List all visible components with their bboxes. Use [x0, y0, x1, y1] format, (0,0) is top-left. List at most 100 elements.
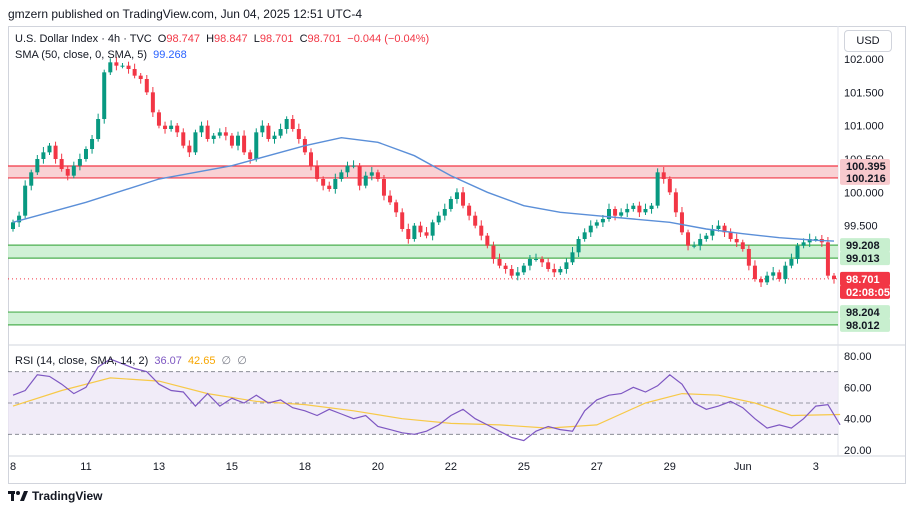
candle-body: [205, 125, 210, 139]
candle-body: [497, 259, 502, 266]
candle-body: [771, 272, 776, 276]
price-badge-bg: [840, 317, 890, 332]
candle-body: [242, 135, 247, 153]
candle-body: [649, 205, 654, 209]
candle-body: [223, 132, 228, 136]
candle-body: [412, 225, 417, 239]
candle-body: [229, 135, 234, 146]
candle-body: [461, 192, 466, 206]
candle-body: [509, 269, 514, 276]
candle-body: [53, 145, 58, 159]
candle-body: [704, 235, 709, 239]
candle-body: [83, 149, 88, 159]
candle-body: [315, 165, 320, 179]
candle-body: [236, 135, 241, 146]
price-badge-green: 99.013: [846, 253, 880, 265]
candle-body: [47, 145, 52, 153]
candle-body: [71, 165, 76, 176]
candle-body: [90, 139, 95, 149]
rsi-extra-1: ∅: [221, 355, 232, 367]
candle-body: [406, 229, 411, 239]
candle-body: [114, 62, 119, 66]
rsi-tick-label: 20.00: [844, 445, 872, 457]
candle-body: [692, 245, 697, 247]
candle-body: [625, 209, 630, 213]
low-label: L: [253, 33, 260, 45]
candle-body: [266, 125, 271, 139]
time-tick-label: 15: [226, 461, 238, 473]
candle-body: [534, 259, 539, 260]
candle-body: [381, 179, 386, 196]
candle-body: [17, 215, 22, 223]
candle-body: [479, 225, 484, 236]
time-tick-label: Jun: [734, 461, 752, 473]
candle-body: [448, 199, 453, 209]
candle-body: [576, 239, 581, 253]
candle-body: [23, 185, 28, 216]
candle-body: [211, 135, 216, 139]
candle-body: [400, 212, 405, 229]
candle-body: [278, 129, 283, 136]
candle-body: [491, 245, 496, 259]
candle-body: [825, 242, 830, 276]
candle-body: [102, 72, 107, 119]
candle-body: [375, 172, 380, 179]
candle-body: [716, 225, 721, 229]
change-value: −0.044 (−0.04%): [347, 33, 430, 45]
candle-body: [807, 239, 812, 243]
candle-body: [759, 279, 764, 283]
candle-body: [418, 225, 423, 233]
candle-body: [832, 275, 836, 279]
low-value: 98.701: [259, 33, 294, 45]
candle-body: [327, 185, 332, 189]
candle-body: [637, 205, 642, 213]
symbol-name: U.S. Dollar Index · 4h · TVC: [15, 33, 152, 45]
candle-body: [552, 269, 557, 273]
price-badge-bg: [840, 271, 890, 286]
candle-body: [138, 75, 143, 79]
candle-body: [41, 152, 46, 159]
candle-body: [77, 159, 82, 166]
candle-body: [521, 265, 526, 273]
candle-body: [120, 65, 125, 67]
candle-body: [394, 202, 399, 213]
candle-body: [254, 132, 259, 159]
price-tick-label: 101.500: [844, 87, 884, 99]
candle-body: [144, 79, 149, 93]
tradingview-logo-icon: [8, 491, 28, 501]
price-badge-green: 98.012: [846, 320, 880, 332]
price-badge-bg: [840, 251, 890, 266]
footer-brand: TradingView: [8, 487, 102, 505]
open-value: 98.747: [166, 33, 201, 45]
time-tick-label: 18: [299, 461, 311, 473]
published-caption: gmzern published on TradingView.com, Jun…: [8, 7, 362, 21]
candle-body: [765, 275, 770, 283]
candle-body: [752, 265, 757, 279]
candle-body: [527, 259, 532, 266]
candle-body: [132, 69, 137, 76]
candle-body: [588, 225, 593, 233]
candle-body: [795, 245, 800, 259]
candle-body: [175, 125, 180, 133]
candle-body: [339, 172, 344, 179]
candle-body: [272, 135, 277, 139]
candle-body: [655, 172, 660, 206]
candle-body: [679, 212, 684, 233]
currency-button[interactable]: USD: [844, 30, 892, 52]
candle-body: [619, 212, 624, 216]
sma-legend: SMA (50, close, 0, SMA, 5) 99.268: [15, 49, 190, 61]
candle-body: [789, 259, 794, 266]
candle-body: [485, 235, 490, 246]
candle-body: [613, 209, 618, 216]
price-badge-bg: [840, 305, 890, 320]
candle-body: [11, 222, 15, 229]
rsi-extra-2: ∅: [237, 355, 247, 367]
candle-body: [582, 232, 587, 239]
candle-body: [600, 219, 605, 223]
candle-body: [369, 172, 374, 176]
candle-body: [686, 232, 691, 246]
sma-value: 99.268: [153, 49, 187, 61]
candle-body: [163, 125, 168, 129]
price-badge-bg: [840, 284, 890, 299]
